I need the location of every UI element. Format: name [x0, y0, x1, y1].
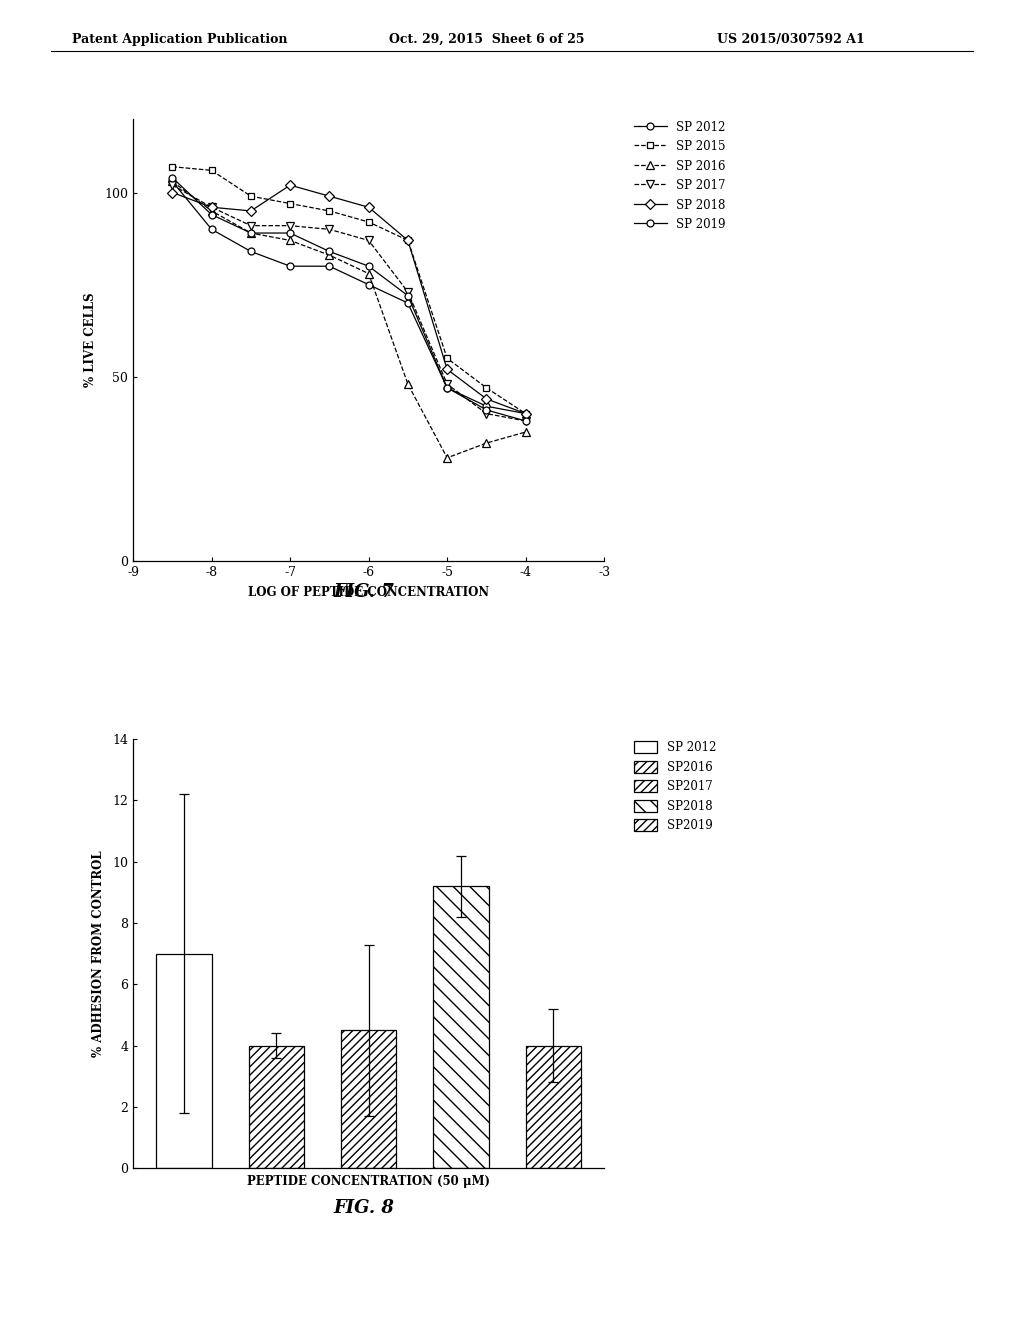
Bar	[433, 886, 488, 1168]
Y-axis label: % ADHESION FROM CONTROL: % ADHESION FROM CONTROL	[92, 850, 105, 1057]
Bar	[341, 1031, 396, 1168]
Bar	[157, 953, 212, 1168]
Text: Patent Application Publication: Patent Application Publication	[72, 33, 287, 46]
Text: FIG. 7: FIG. 7	[333, 583, 394, 602]
X-axis label: LOG OF PEPTIDE CONCENTRATION: LOG OF PEPTIDE CONCENTRATION	[248, 586, 489, 599]
Text: FIG. 8: FIG. 8	[333, 1199, 394, 1217]
Bar	[249, 1045, 304, 1168]
X-axis label: PEPTIDE CONCENTRATION (50 μM): PEPTIDE CONCENTRATION (50 μM)	[247, 1175, 490, 1188]
Text: US 2015/0307592 A1: US 2015/0307592 A1	[717, 33, 864, 46]
Y-axis label: % LIVE CELLS: % LIVE CELLS	[84, 293, 97, 387]
Legend: SP 2012, SP 2015, SP 2016, SP 2017, SP 2018, SP 2019: SP 2012, SP 2015, SP 2016, SP 2017, SP 2…	[629, 116, 730, 236]
Bar	[525, 1045, 581, 1168]
Text: Oct. 29, 2015  Sheet 6 of 25: Oct. 29, 2015 Sheet 6 of 25	[389, 33, 585, 46]
Legend: SP 2012, SP2016, SP2017, SP2018, SP2019: SP 2012, SP2016, SP2017, SP2018, SP2019	[629, 737, 721, 837]
